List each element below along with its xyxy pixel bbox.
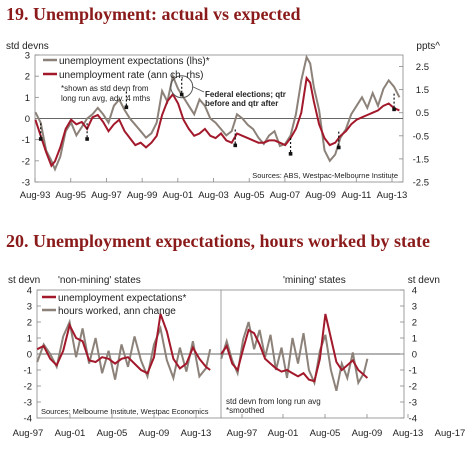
panel1-series-unemployment-expectations [220,313,369,383]
x-tick-label: Aug-11 [341,190,371,201]
right-axis-label: ppts^ [416,41,440,52]
left-tick-label: -3 [24,398,32,409]
x-tick-label: Aug-17 [435,428,466,439]
annotation-line-2: before and qtr after [205,99,278,108]
x-tick-label: Aug-97 [13,428,44,439]
election-marker-end [288,152,293,156]
election-marker-end [179,92,184,97]
chart20-title: 20. Unemployment expectations, hours wor… [6,231,430,251]
left-axis-label: std devns [6,41,49,52]
left-tick-label: 3 [25,51,30,62]
left-tick-label: -1 [24,366,32,377]
right-tick-label: -2.5 [413,178,429,189]
panel-label-mining: 'mining' states [283,275,346,286]
legend-label-rate: unemployment rate (ann ch, rhs) [59,70,204,81]
x-tick-label: Aug-95 [55,190,86,201]
x-tick-label: Aug-01 [268,428,299,439]
panel1-series-hours-worked [220,321,369,392]
left-axis-label: st devn [8,275,40,286]
x-tick-label: Aug-01 [55,428,86,439]
x-tick-label: Aug-13 [393,428,424,439]
left-tick-label: 0 [25,114,30,125]
left-tick-label: 0 [27,350,32,361]
election-marker-end [336,145,341,150]
panel0-series-hours-worked [36,318,212,382]
right-tick-label: 2.5 [416,62,429,73]
note-line-2: long run avg, adv. 4 mths [61,94,150,103]
right-tick-label: 2 [412,318,417,329]
chart20-source: Sources: Melbourne Institute, Westpac Ec… [41,407,209,416]
x-tick-label: Aug-93 [20,190,51,201]
x-tick-label: Aug-01 [163,190,194,201]
right-tick-label: -4 [409,414,417,425]
legend-label-expectations: unemployment expectations* [58,293,187,304]
x-tick-label: Aug-97 [91,190,122,201]
right-tick-label: -1.5 [413,154,429,165]
chart19-title: 19. Unemployment: actual vs expected [6,4,301,24]
left-tick-label: -1 [22,135,30,146]
left-tick-label: 3 [27,302,32,313]
left-tick-label: -3 [22,178,30,189]
series-unemployment-rate [34,75,400,168]
election-marker-end [233,143,238,148]
x-tick-label: Aug-13 [181,428,212,439]
legend-label-expectations: unemployment expectations (lhs)* [59,56,210,67]
right-tick-label: 3 [412,302,417,313]
left-tick-label: 1 [25,93,30,104]
right-tick-label: 1.5 [416,85,429,96]
x-tick-label: Aug-05 [234,190,265,201]
right-tick-label: 0 [412,350,417,361]
annotation-line-1: Federal elections; qtr [205,90,286,99]
note-line-1: std devn from long run avg [226,397,321,406]
panel-label-non-mining: 'non-mining' states [58,275,141,286]
election-marker-end [392,107,396,112]
x-tick-label: Aug-05 [310,428,341,439]
right-tick-label: -2 [409,382,417,393]
annotation-pointer [192,86,205,93]
left-tick-label: 2 [27,318,32,329]
panel0-series-unemployment-expectations [36,313,211,375]
right-tick-label: -3 [409,398,417,409]
x-tick-label: Aug-97 [227,428,258,439]
left-tick-label: -2 [22,156,30,167]
right-tick-label: 0.5 [416,108,429,119]
x-tick-label: Aug-07 [270,190,301,201]
right-tick-label: -1 [409,366,417,377]
note-line-2: *smoothed [226,406,264,415]
left-tick-label: 4 [27,286,32,297]
right-axis-label: st devn [408,275,440,286]
x-tick-label: Aug-09 [352,428,383,439]
x-tick-label: Aug-13 [377,190,408,201]
x-tick-label: Aug-03 [198,190,229,201]
left-tick-label: 1 [27,334,32,345]
right-tick-label: 4 [412,286,417,297]
election-marker-end [85,137,89,141]
left-tick-label: 2 [25,72,30,83]
left-tick-label: -4 [24,414,32,425]
right-tick-label: 1 [412,334,417,345]
chart19-source: Sources: ABS, Westpac-Melbourne Institut… [252,171,398,180]
x-tick-label: Aug-99 [127,190,158,201]
legend-label-hours: hours worked, ann change [58,306,176,317]
note-line-1: *shown as std devn from [61,84,149,93]
election-marker-end [38,137,43,141]
election-marker-end [124,105,129,110]
x-tick-label: Aug-09 [305,190,336,201]
right-tick-label: -0.5 [413,131,429,142]
x-tick-label: Aug-05 [97,428,128,439]
left-tick-label: -2 [24,382,32,393]
x-tick-label: Aug-09 [139,428,170,439]
